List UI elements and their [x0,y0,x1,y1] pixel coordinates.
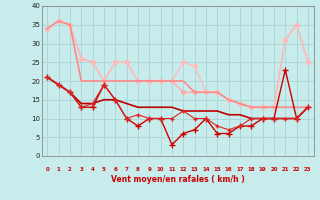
X-axis label: Vent moyen/en rafales ( km/h ): Vent moyen/en rafales ( km/h ) [111,175,244,184]
